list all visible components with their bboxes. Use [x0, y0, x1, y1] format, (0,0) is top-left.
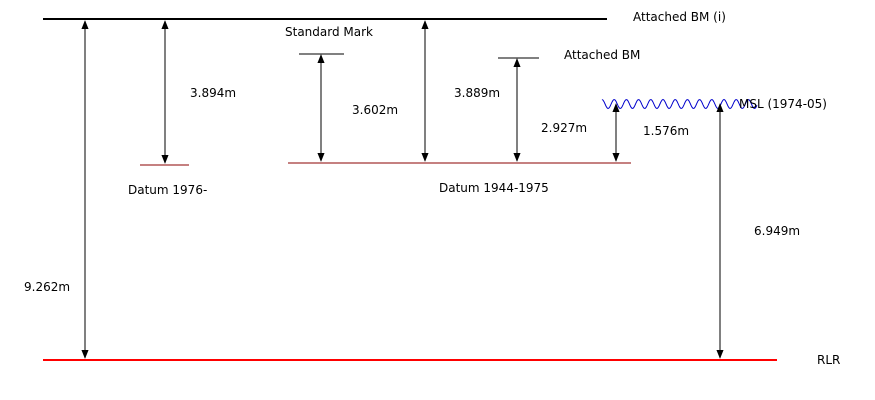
measurement-bm-i-to-datum-1944: 3.889m — [454, 86, 500, 100]
measurement-msl-to-rlr: 6.949m — [754, 224, 800, 238]
datum-1944-1975-label: Datum 1944-1975 — [439, 181, 549, 195]
rlr-label: RLR — [817, 353, 840, 367]
attached-bm-i-label: Attached BM (i) — [633, 10, 726, 24]
msl-wave-line — [601, 98, 758, 110]
measurement-msl-to-datum-1944: 1.576m — [643, 124, 689, 138]
standard-mark-label: Standard Mark — [285, 25, 373, 39]
attached-bm-label: Attached BM — [564, 48, 640, 62]
measurement-standard-mark-to-datum-1944: 3.602m — [352, 103, 398, 117]
measurement-bm-i-to-datum-1976: 3.894m — [190, 86, 236, 100]
measurement-bm-i-to-rlr: 9.262m — [24, 280, 70, 294]
datum-1976-label: Datum 1976- — [128, 183, 207, 197]
msl-label: MSL (1974-05) — [739, 97, 827, 111]
measurement-attached-bm-to-datum-1944: 2.927m — [541, 121, 587, 135]
